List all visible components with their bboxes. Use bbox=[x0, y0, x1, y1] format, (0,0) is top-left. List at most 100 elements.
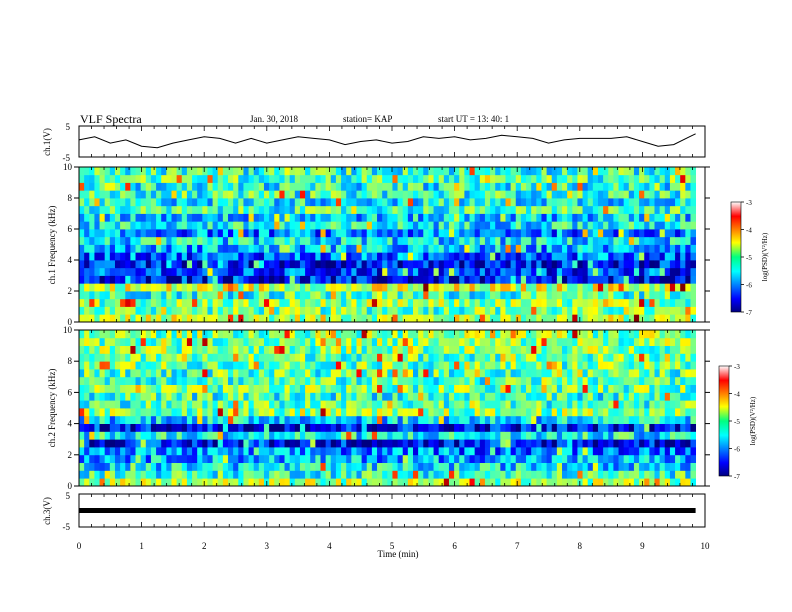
spectrogram-cell bbox=[597, 236, 604, 245]
spectrogram-cell bbox=[263, 423, 270, 432]
spectrogram-cell bbox=[109, 361, 116, 370]
colorbar-tick-label: -5 bbox=[746, 254, 752, 262]
spectrogram-cell bbox=[675, 400, 681, 409]
spectrogram-cell bbox=[248, 330, 255, 339]
spectrogram-cell bbox=[228, 353, 234, 362]
spectrogram-cell bbox=[433, 267, 440, 276]
spectrogram-cell bbox=[89, 236, 95, 245]
spectrogram-cell bbox=[685, 275, 691, 284]
spectrogram-cell bbox=[145, 244, 152, 253]
spectrogram-cell bbox=[135, 275, 142, 284]
spectrogram-cell bbox=[284, 298, 291, 307]
spectrogram-cell bbox=[418, 221, 424, 230]
spectrogram-cell bbox=[428, 283, 434, 292]
spectrogram-cell bbox=[305, 415, 311, 424]
spectrogram-cell bbox=[387, 236, 393, 245]
spectrogram-cell bbox=[161, 229, 167, 238]
spectrogram-cell bbox=[228, 167, 234, 176]
spectrogram-cell bbox=[186, 415, 193, 424]
spectrogram-cell bbox=[356, 205, 363, 214]
spectrogram-cell bbox=[459, 221, 465, 230]
spectrogram-cell bbox=[443, 267, 450, 276]
spectrogram-cell bbox=[556, 252, 563, 261]
spectrogram-cell bbox=[438, 353, 445, 362]
spectrogram-cell bbox=[664, 447, 671, 456]
spectrogram-cell bbox=[341, 252, 347, 261]
spectrogram-cell bbox=[310, 462, 316, 471]
spectrogram-cell bbox=[654, 275, 661, 284]
spectrogram-cell bbox=[541, 384, 547, 393]
spectrogram-cell bbox=[505, 431, 512, 440]
spectrogram-cell bbox=[567, 244, 573, 253]
spectrogram-cell bbox=[520, 190, 527, 199]
spectrogram-cell bbox=[628, 252, 635, 261]
spectrogram-cell bbox=[443, 298, 450, 307]
spectrogram-cell bbox=[371, 298, 378, 307]
spectrogram-cell bbox=[125, 337, 131, 346]
spectrogram-cell bbox=[443, 306, 450, 315]
spectrogram-cell bbox=[505, 454, 512, 463]
spectrogram-cell bbox=[669, 198, 676, 207]
spectrogram-cell bbox=[587, 478, 594, 487]
spectrogram-cell bbox=[104, 221, 111, 230]
spectrogram-cell bbox=[613, 392, 619, 401]
spectrogram-cell bbox=[443, 470, 450, 479]
spectrogram-cell bbox=[238, 291, 244, 300]
spectrogram-cell bbox=[145, 330, 152, 339]
spectrogram-cell bbox=[325, 408, 332, 417]
spectrogram-cell bbox=[109, 291, 116, 300]
spectrogram-cell bbox=[464, 384, 470, 393]
spectrogram-cell bbox=[633, 431, 640, 440]
spectrogram-cell bbox=[418, 167, 424, 176]
spectrogram-cell bbox=[597, 376, 604, 385]
spectrogram-cell bbox=[443, 198, 450, 207]
spectrogram-cell bbox=[84, 462, 90, 471]
spectrogram-cell bbox=[397, 462, 404, 471]
spectrogram-cell bbox=[371, 244, 378, 253]
spectrogram-cell bbox=[217, 454, 224, 463]
spectrogram-cell bbox=[258, 213, 265, 222]
spectrogram-cell bbox=[572, 400, 578, 409]
spectrogram-cell bbox=[592, 167, 599, 176]
spectrogram-cell bbox=[279, 392, 285, 401]
spectrogram-cell bbox=[341, 423, 347, 432]
spectrogram-cell bbox=[366, 447, 373, 456]
spectrogram-cell bbox=[582, 439, 589, 448]
spectrogram-cell bbox=[567, 337, 573, 346]
spectrogram-cell bbox=[248, 431, 255, 440]
spectrogram-cell bbox=[685, 314, 691, 323]
spectrogram-cell bbox=[464, 306, 470, 315]
spectrogram-cell bbox=[289, 376, 296, 385]
spectrogram-cell bbox=[181, 298, 188, 307]
spectrogram-cell bbox=[330, 447, 337, 456]
spectrogram-cell bbox=[407, 275, 414, 284]
spectrogram-cell bbox=[649, 330, 655, 339]
spectrogram-cell bbox=[253, 314, 260, 323]
spectrogram-cell bbox=[587, 337, 594, 346]
spectrogram-cell bbox=[274, 447, 280, 456]
spectrogram-cell bbox=[387, 384, 393, 393]
spectrogram-cell bbox=[582, 306, 589, 315]
spectrogram-cell bbox=[536, 190, 542, 199]
spectrogram-cell bbox=[228, 229, 234, 238]
spectrogram-cell bbox=[166, 283, 172, 292]
spectrogram-cell bbox=[263, 392, 270, 401]
spectrogram-cell bbox=[325, 439, 332, 448]
spectrogram-cell bbox=[690, 190, 697, 199]
spectrogram-cell bbox=[279, 408, 285, 417]
spectrogram-cell bbox=[413, 345, 419, 354]
spectrogram-cell bbox=[680, 252, 686, 261]
spectrogram-cell bbox=[84, 439, 90, 448]
spectrogram-cell bbox=[556, 260, 563, 269]
spectrogram-cell bbox=[377, 345, 383, 354]
spectrogram-cell bbox=[104, 244, 111, 253]
spectrogram-cell bbox=[99, 454, 106, 463]
spectrogram-cell bbox=[99, 229, 106, 238]
spectrogram-cell bbox=[299, 205, 306, 214]
spectrogram-cell bbox=[320, 291, 327, 300]
spectrogram-cell bbox=[294, 415, 301, 424]
spectrogram-cell bbox=[510, 392, 517, 401]
spectrogram-cell bbox=[361, 205, 368, 214]
spectrogram-cell bbox=[515, 283, 522, 292]
spectrogram-cell bbox=[474, 392, 481, 401]
